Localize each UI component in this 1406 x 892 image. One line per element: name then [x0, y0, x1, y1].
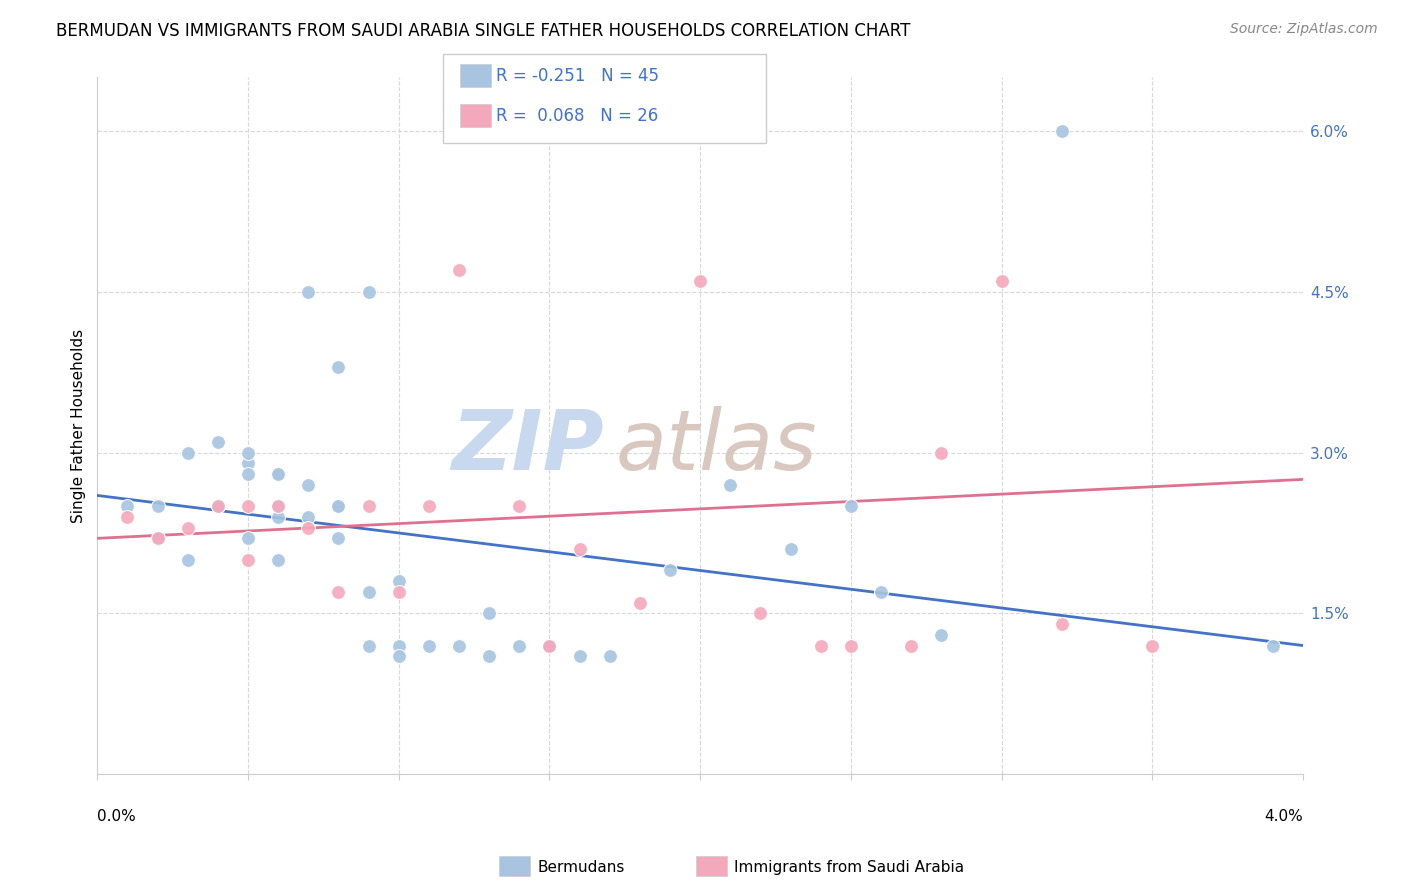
- Point: [508, 639, 530, 653]
- Point: [267, 499, 290, 513]
- Point: [207, 499, 229, 513]
- Point: [357, 285, 380, 299]
- Point: [447, 639, 470, 653]
- Point: [628, 596, 651, 610]
- Point: [177, 520, 200, 534]
- Point: [357, 639, 380, 653]
- Point: [177, 445, 200, 459]
- Point: [810, 639, 832, 653]
- Text: BERMUDAN VS IMMIGRANTS FROM SAUDI ARABIA SINGLE FATHER HOUSEHOLDS CORRELATION CH: BERMUDAN VS IMMIGRANTS FROM SAUDI ARABIA…: [56, 22, 911, 40]
- Point: [538, 639, 561, 653]
- Point: [117, 509, 139, 524]
- Point: [117, 499, 139, 513]
- Point: [388, 649, 411, 664]
- Point: [929, 445, 952, 459]
- Point: [297, 509, 319, 524]
- Point: [297, 477, 319, 491]
- Point: [689, 274, 711, 288]
- Point: [267, 467, 290, 481]
- Point: [207, 499, 229, 513]
- Point: [357, 585, 380, 599]
- Point: [236, 467, 259, 481]
- Y-axis label: Single Father Households: Single Father Households: [72, 329, 86, 523]
- Text: Bermudans: Bermudans: [537, 860, 624, 874]
- Point: [900, 639, 922, 653]
- Point: [929, 628, 952, 642]
- Point: [146, 532, 169, 546]
- Point: [236, 532, 259, 546]
- Text: R = -0.251   N = 45: R = -0.251 N = 45: [496, 67, 659, 85]
- Text: R =  0.068   N = 26: R = 0.068 N = 26: [496, 107, 658, 125]
- Point: [447, 263, 470, 277]
- Point: [388, 585, 411, 599]
- Point: [839, 639, 862, 653]
- Point: [177, 553, 200, 567]
- Point: [779, 542, 801, 557]
- Point: [990, 274, 1012, 288]
- Point: [870, 585, 893, 599]
- Point: [1050, 124, 1073, 138]
- Point: [839, 499, 862, 513]
- Point: [478, 607, 501, 621]
- Point: [1261, 639, 1284, 653]
- Point: [297, 285, 319, 299]
- Point: [568, 649, 591, 664]
- Point: [236, 456, 259, 470]
- Point: [267, 499, 290, 513]
- Point: [328, 499, 350, 513]
- Point: [1050, 617, 1073, 632]
- Point: [297, 520, 319, 534]
- Text: 0.0%: 0.0%: [97, 809, 136, 824]
- Point: [236, 553, 259, 567]
- Point: [267, 467, 290, 481]
- Text: 4.0%: 4.0%: [1264, 809, 1303, 824]
- Text: Source: ZipAtlas.com: Source: ZipAtlas.com: [1230, 22, 1378, 37]
- Point: [568, 542, 591, 557]
- Point: [267, 509, 290, 524]
- Point: [267, 553, 290, 567]
- Point: [236, 499, 259, 513]
- Point: [418, 639, 440, 653]
- Point: [478, 649, 501, 664]
- Point: [718, 477, 741, 491]
- Point: [236, 445, 259, 459]
- Point: [146, 532, 169, 546]
- Point: [1142, 639, 1164, 653]
- Point: [388, 574, 411, 589]
- Point: [508, 499, 530, 513]
- Point: [749, 607, 772, 621]
- Point: [207, 434, 229, 449]
- Text: atlas: atlas: [616, 406, 817, 487]
- Point: [599, 649, 621, 664]
- Point: [538, 639, 561, 653]
- Point: [357, 499, 380, 513]
- Point: [146, 499, 169, 513]
- Point: [328, 499, 350, 513]
- Text: Immigrants from Saudi Arabia: Immigrants from Saudi Arabia: [734, 860, 965, 874]
- Text: ZIP: ZIP: [451, 406, 603, 487]
- Point: [418, 499, 440, 513]
- Point: [659, 564, 682, 578]
- Point: [388, 639, 411, 653]
- Point: [328, 359, 350, 374]
- Point: [328, 532, 350, 546]
- Point: [328, 585, 350, 599]
